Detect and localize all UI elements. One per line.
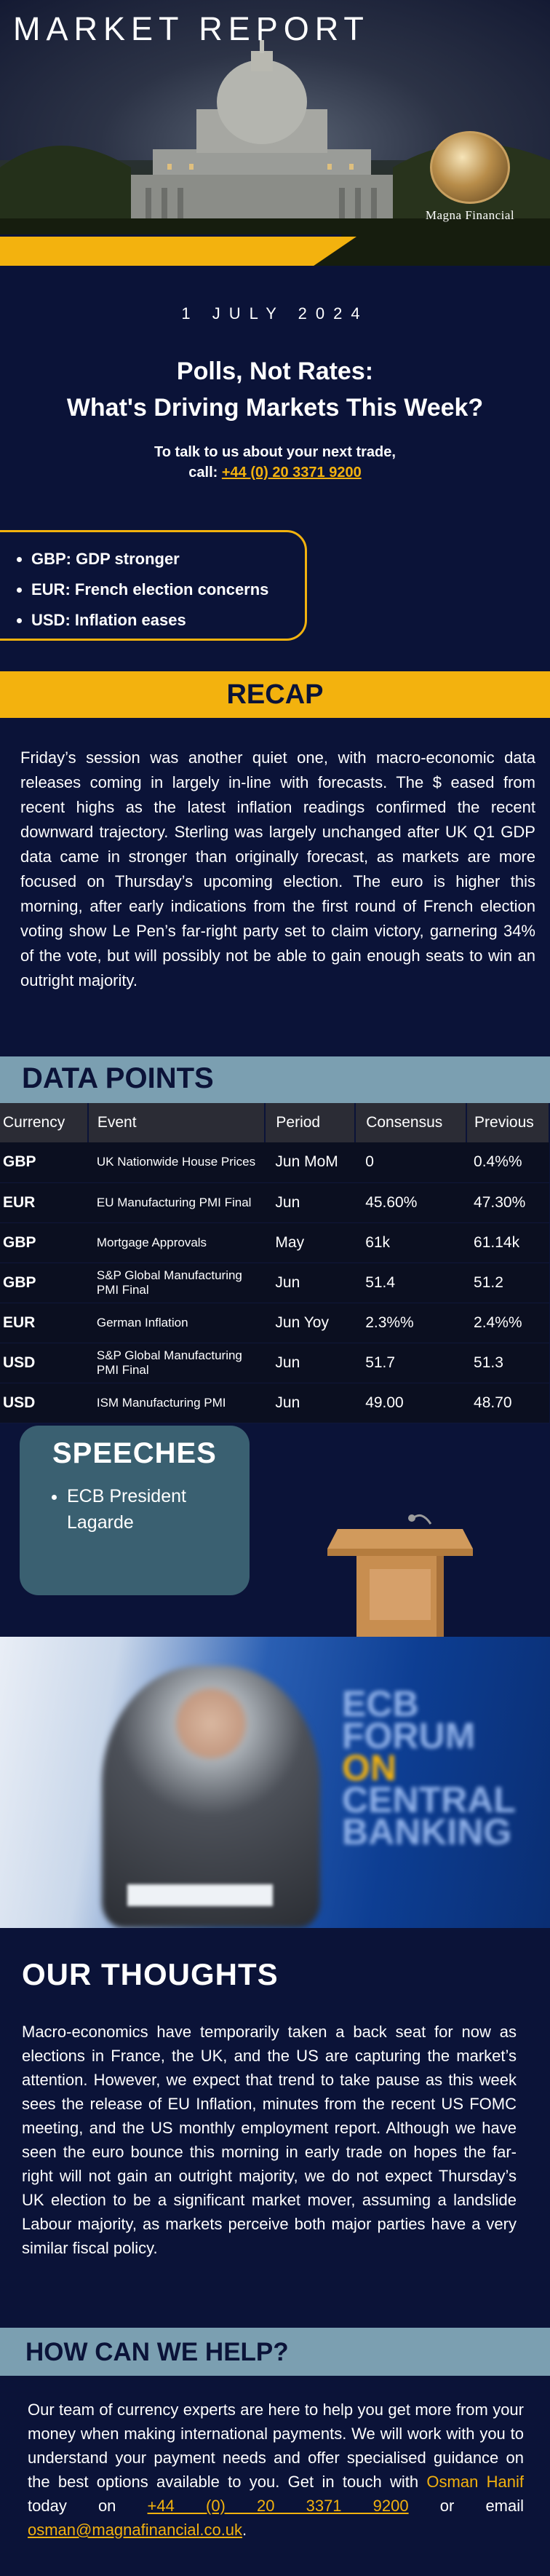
table-row: EUR German Inflation Jun Yoy 2.3%% 2.4%%	[0, 1303, 549, 1343]
previous-cell: 51.2	[466, 1263, 549, 1303]
event-cell: S&P Global Manufacturing PMI Final	[87, 1263, 266, 1303]
currency-cell: USD	[0, 1343, 88, 1383]
banner-line: FORUM	[342, 1715, 476, 1756]
previous-cell: 48.70	[466, 1383, 549, 1423]
email-link[interactable]: osman@magnafinancial.co.uk	[28, 2521, 243, 2539]
banner-line: ON CENTRAL	[342, 1750, 550, 1818]
report-date: 1 JULY 2024	[181, 304, 369, 323]
currency-cell: USD	[0, 1383, 88, 1423]
recap-body: Friday’s session was another quiet one, …	[20, 748, 535, 989]
banner-line: BANKING	[342, 1812, 512, 1852]
recap-header: RECAP	[0, 671, 550, 718]
highlight-item: GBP: GDP stronger	[31, 544, 305, 574]
previous-cell: 47.30%	[466, 1182, 549, 1223]
phone-link[interactable]: +44 (0) 20 3371 9200	[221, 465, 362, 481]
period-cell: May	[265, 1222, 356, 1263]
podium-nameplate	[127, 1884, 273, 1906]
ecb-forum-banner: ECB FORUM ON CENTRAL BANKING	[342, 1683, 550, 1852]
podium-icon	[327, 1514, 473, 1638]
gold-stripe	[0, 237, 356, 266]
help-text-mid: today on	[28, 2497, 148, 2515]
consensus-cell: 51.4	[355, 1263, 467, 1303]
column-header: Currency	[0, 1103, 89, 1142]
contact-block: To talk to us about your next trade, cal…	[0, 442, 550, 483]
period-cell: Jun MoM	[265, 1142, 356, 1183]
help-text-end: .	[242, 2521, 247, 2539]
headline-line-2: What's Driving Markets This Week?	[66, 394, 484, 422]
event-cell: ISM Manufacturing PMI	[87, 1383, 266, 1423]
contact-name: Osman Hanif	[426, 2473, 524, 2491]
consensus-cell: 45.60%	[355, 1182, 467, 1223]
banner-line: ECB	[342, 1683, 419, 1724]
headline-line-1: Polls, Not Rates:	[176, 357, 374, 385]
period-cell: Jun	[265, 1182, 356, 1223]
previous-cell: 2.4%%	[466, 1303, 549, 1343]
event-cell: EU Manufacturing PMI Final	[87, 1182, 266, 1223]
previous-cell: 51.3	[466, 1343, 549, 1383]
report-title: MARKET REPORT	[13, 10, 370, 47]
event-cell: Mortgage Approvals	[87, 1222, 266, 1263]
brand-name: Magna Financial	[425, 208, 515, 222]
event-cell: UK Nationwide House Prices	[87, 1142, 266, 1183]
help-header: HOW CAN WE HELP?	[0, 2328, 550, 2376]
consensus-cell: 2.3%%	[355, 1303, 467, 1343]
event-cell: German Inflation	[87, 1303, 266, 1343]
previous-cell: 61.14k	[466, 1222, 549, 1263]
currency-cell: GBP	[0, 1142, 88, 1183]
table-row: EUR EU Manufacturing PMI Final Jun 45.60…	[0, 1182, 549, 1223]
column-header: Period	[265, 1103, 356, 1142]
data-points-table: Currency Event Period Consensus Previous…	[0, 1103, 550, 1423]
previous-cell: 0.4%%	[466, 1142, 549, 1183]
magna-financial-logo: Magna Financial	[404, 131, 535, 223]
highlight-item: USD: Inflation eases	[31, 605, 305, 636]
period-cell: Jun	[265, 1343, 356, 1383]
speeches-title: SPEECHES	[52, 1437, 217, 1469]
logo-emblem-icon	[430, 131, 510, 204]
help-text-or: or email	[408, 2497, 525, 2515]
contact-prompt: To talk to us about your next trade,	[154, 444, 396, 460]
table-row: USD S&P Global Manufacturing PMI Final J…	[0, 1343, 549, 1383]
help-title: HOW CAN WE HELP?	[25, 2338, 289, 2366]
currency-cell: EUR	[0, 1182, 88, 1223]
speeches-box: SPEECHES ECB President Lagarde	[20, 1426, 250, 1595]
thoughts-body: Macro-economics have temporarily taken a…	[22, 2023, 517, 2257]
currency-cell: GBP	[0, 1222, 88, 1263]
speech-item: ECB President Lagarde	[67, 1483, 250, 1536]
ecb-forum-photo: ECB FORUM ON CENTRAL BANKING	[0, 1637, 550, 1928]
table-row: GBP UK Nationwide House Prices Jun MoM 0…	[0, 1142, 549, 1183]
call-label: call:	[188, 465, 218, 481]
column-header: Consensus	[355, 1103, 468, 1142]
consensus-cell: 61k	[355, 1222, 467, 1263]
consensus-cell: 0	[355, 1142, 467, 1183]
help-text-start: Our team of currency experts are here to…	[28, 2401, 524, 2491]
period-cell: Jun Yoy	[265, 1303, 356, 1343]
help-phone-link[interactable]: +44 (0) 20 3371 9200	[147, 2497, 409, 2515]
data-points-header: DATA POINTS	[0, 1056, 550, 1103]
event-cell: S&P Global Manufacturing PMI Final	[87, 1343, 266, 1383]
thoughts-title: OUR THOUGHTS	[22, 1957, 279, 1991]
hero-banner: MARKET REPORT Magna Financial	[0, 0, 550, 266]
data-points-title: DATA POINTS	[22, 1062, 214, 1094]
consensus-cell: 51.7	[355, 1343, 467, 1383]
table-header-row: Currency Event Period Consensus Previous	[0, 1103, 550, 1142]
highlights-box: GBP: GDP stronger EUR: French election c…	[0, 530, 307, 641]
period-cell: Jun	[265, 1263, 356, 1303]
banner-on: ON	[342, 1747, 396, 1788]
highlight-item: EUR: French election concerns	[31, 574, 305, 605]
column-header: Event	[87, 1103, 266, 1142]
headline: Polls, Not Rates: What's Driving Markets…	[0, 353, 550, 426]
period-cell: Jun	[265, 1383, 356, 1423]
help-body: Our team of currency experts are here to…	[28, 2398, 524, 2542]
table-row: GBP Mortgage Approvals May 61k 61.14k	[0, 1222, 549, 1263]
currency-cell: GBP	[0, 1263, 88, 1303]
contact-call-line: call: +44 (0) 20 3371 9200	[0, 462, 550, 483]
banner-central: CENTRAL	[342, 1779, 516, 1820]
currency-cell: EUR	[0, 1303, 88, 1343]
table-row: GBP S&P Global Manufacturing PMI Final J…	[0, 1263, 549, 1303]
consensus-cell: 49.00	[355, 1383, 467, 1423]
table-row: USD ISM Manufacturing PMI Jun 49.00 48.7…	[0, 1383, 549, 1423]
column-header: Previous	[466, 1103, 550, 1142]
